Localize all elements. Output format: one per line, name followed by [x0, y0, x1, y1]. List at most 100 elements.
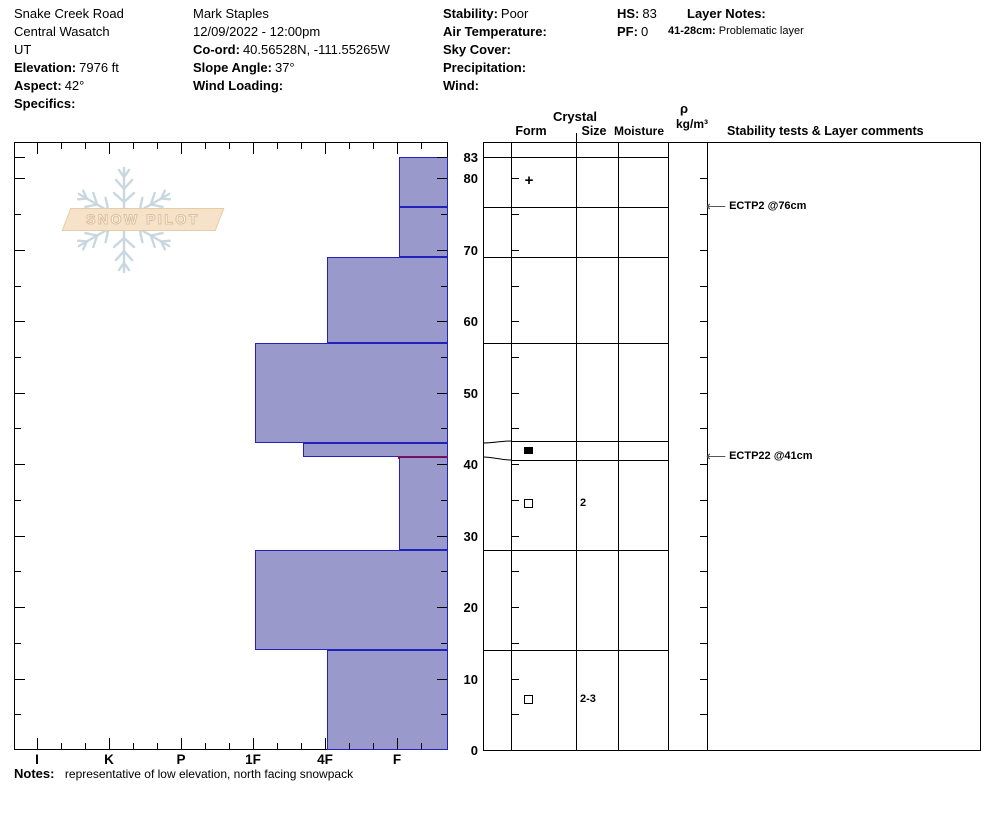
depth-tick [700, 678, 707, 680]
axis-tick [133, 743, 134, 749]
header-line: Sky Cover: [443, 41, 514, 59]
depth-tick [512, 392, 519, 394]
axis-tick [441, 285, 447, 287]
stability-test-annotation: ⟵ ECTP22 @41cm [706, 449, 813, 463]
axis-tick [441, 571, 447, 573]
axis-tick [421, 143, 422, 149]
notes-label: Notes: [14, 766, 55, 781]
depth-label: 0 [470, 743, 478, 758]
layer-boundary-line [511, 460, 668, 461]
col-header-form: Form [515, 124, 547, 138]
axis-tick [15, 535, 25, 537]
stability-test-label: ECTP2 @76cm [729, 200, 807, 212]
header-line: 12/09/2022 - 12:00pm [193, 23, 320, 41]
layer-notes-entry: 41-28cm: Problematic layer [668, 25, 804, 37]
axis-tick [15, 392, 25, 394]
axis-tick [437, 392, 447, 394]
hardness-bar [327, 649, 448, 750]
depth-tick [700, 285, 707, 287]
header-field-value: Snake Creek Road [14, 6, 124, 21]
header-field-value: Central Wasatch [14, 24, 110, 39]
header-line: Wind: [443, 77, 482, 95]
axis-tick [15, 249, 25, 251]
header-line: Snake Creek Road [14, 5, 124, 23]
depth-tick [700, 178, 707, 180]
header-field-label: Sky Cover: [443, 42, 511, 57]
axis-tick [15, 678, 25, 680]
axis-tick [181, 738, 182, 749]
depth-tick [700, 499, 707, 501]
hardness-bar [399, 157, 448, 207]
axis-tick [437, 321, 447, 323]
axis-tick [85, 143, 86, 149]
header-field-label: Stability: [443, 6, 498, 21]
col-header-density: ρ [679, 101, 689, 116]
depth-tick [700, 428, 707, 430]
header-line: Elevation: 7976 ft [14, 59, 119, 77]
depth-tick [700, 464, 707, 466]
col-header-crystal: Crystal [552, 109, 598, 124]
logo-text: SNOW PILOT [86, 210, 201, 227]
axis-tick [397, 143, 398, 154]
layer-boundary-line [483, 157, 668, 158]
axis-tick [441, 357, 447, 359]
header-field-value: 37° [274, 60, 295, 75]
header-field-label: PF: [617, 24, 638, 39]
axis-tick [15, 357, 21, 359]
depth-tick [700, 535, 707, 537]
col-header-size: Size [581, 124, 607, 138]
header-field-value: UT [14, 42, 32, 57]
stability-test-label: ECTP22 @41cm [729, 450, 813, 463]
depth-tick [512, 285, 519, 287]
header-line: Specifics: [14, 95, 78, 113]
table-line [618, 142, 619, 750]
depth-label: 50 [463, 385, 478, 401]
crystal-form-symbol [524, 694, 533, 704]
depth-label: 60 [463, 314, 478, 330]
header-line: UT [14, 41, 31, 59]
crystal-form-symbol [524, 446, 533, 454]
hardness-bar [399, 457, 448, 550]
axis-tick [441, 714, 447, 716]
axis-tick [205, 743, 206, 749]
hardness-bar [255, 549, 448, 650]
header-field-label: Elevation: [14, 60, 77, 75]
axis-tick [15, 499, 21, 501]
axis-tick [421, 743, 422, 749]
axis-tick [61, 143, 62, 149]
table-line [668, 142, 669, 750]
header-line: Air Temperature: [443, 23, 550, 41]
col-header-moisture: Moisture [613, 124, 664, 138]
col-header-density-units: kg/m³ [675, 117, 708, 131]
layer-boundary-line [483, 257, 668, 259]
crystal-form-symbol [524, 498, 533, 508]
axis-tick [229, 743, 230, 749]
header-line: HS: 83 [617, 5, 657, 23]
layer-boundary-line [483, 549, 668, 551]
notes-row: Notes: representative of low elevation, … [14, 765, 353, 783]
axis-tick [397, 738, 398, 749]
axis-tick [437, 249, 447, 251]
depth-tick [700, 392, 707, 394]
table-line [483, 142, 484, 750]
header-field-label: HS: [617, 6, 640, 21]
axis-tick [349, 743, 350, 749]
layer-boundary-line [483, 207, 668, 208]
depth-tick [700, 357, 707, 359]
header-line: Wind Loading: [193, 77, 286, 95]
axis-tick [325, 143, 326, 154]
axis-tick [15, 285, 21, 287]
layer-notes-entry-label: 41-28cm: [668, 25, 716, 37]
axis-tick [441, 499, 447, 501]
axis-tick [229, 143, 230, 149]
axis-tick [181, 143, 182, 154]
axis-tick [15, 571, 21, 573]
header-field-value: Poor [500, 6, 529, 21]
depth-tick [700, 714, 707, 716]
crystal-form-symbol: + [524, 172, 534, 189]
depth-tick [512, 714, 519, 716]
depth-tick [700, 214, 707, 216]
axis-tick [157, 143, 158, 149]
axis-tick [109, 738, 110, 749]
